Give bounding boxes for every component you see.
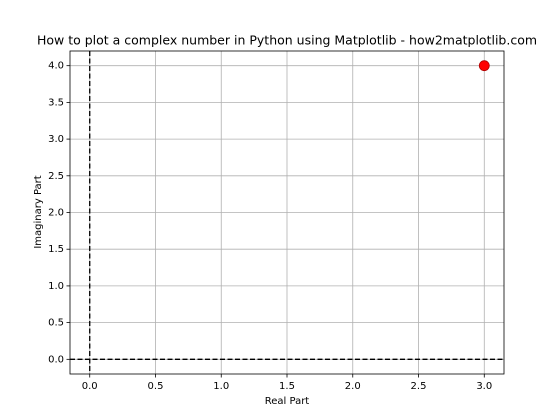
y-tick-label: 2.0: [48, 208, 64, 219]
x-tick-label: 1.5: [279, 381, 295, 392]
y-tick-label: 0.5: [48, 318, 64, 329]
x-axis-label: Real Part: [265, 396, 310, 407]
y-tick-label: 1.0: [48, 281, 64, 292]
x-tick-label: 2.5: [411, 381, 427, 392]
chart-title: How to plot a complex number in Python u…: [37, 33, 537, 48]
y-tick-label: 1.5: [48, 244, 64, 255]
x-tick-label: 2.0: [345, 381, 361, 392]
x-tick-label: 1.0: [213, 381, 229, 392]
y-tick-label: 2.5: [48, 171, 64, 182]
x-tick-label: 3.0: [476, 381, 492, 392]
y-axis-label: Imaginary Part: [33, 175, 44, 248]
plot-frame: [69, 50, 505, 375]
x-tick-label: 0.5: [148, 381, 164, 392]
point: [478, 60, 490, 72]
y-tick-label: 3.5: [48, 97, 64, 108]
x-tick-label: 0.0: [82, 381, 98, 392]
y-tick-label: 3.0: [48, 134, 64, 145]
y-tick-label: 4.0: [48, 61, 64, 72]
y-tick-label: 0.0: [48, 354, 64, 365]
